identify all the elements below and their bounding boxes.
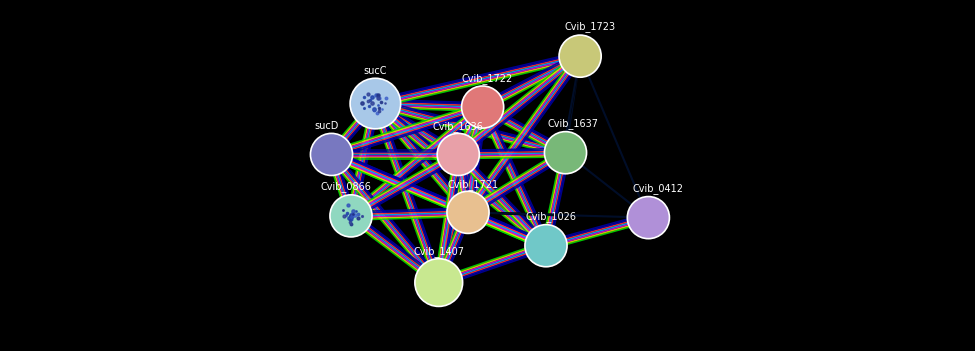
- Text: Cvib_0412: Cvib_0412: [633, 183, 683, 194]
- Text: Cvib_1407: Cvib_1407: [413, 246, 464, 257]
- Text: Cvib_1721: Cvib_1721: [448, 179, 498, 190]
- Text: Cvib_0866: Cvib_0866: [321, 181, 371, 192]
- Text: sucD: sucD: [314, 121, 339, 131]
- Ellipse shape: [627, 197, 670, 239]
- Ellipse shape: [350, 78, 401, 129]
- Text: sucC: sucC: [364, 66, 387, 76]
- Text: Cvib_1636: Cvib_1636: [433, 121, 484, 132]
- Text: Cvib_1723: Cvib_1723: [565, 21, 615, 32]
- Ellipse shape: [310, 133, 353, 176]
- Text: Cvib_1026: Cvib_1026: [526, 211, 576, 222]
- Ellipse shape: [437, 133, 480, 176]
- Ellipse shape: [461, 86, 504, 128]
- Ellipse shape: [447, 191, 489, 233]
- Ellipse shape: [330, 195, 372, 237]
- Ellipse shape: [415, 259, 462, 306]
- Ellipse shape: [525, 225, 567, 267]
- Ellipse shape: [544, 132, 587, 174]
- Ellipse shape: [559, 35, 602, 77]
- Text: Cvib_1637: Cvib_1637: [548, 118, 599, 129]
- Text: Cvib_1722: Cvib_1722: [462, 73, 513, 84]
